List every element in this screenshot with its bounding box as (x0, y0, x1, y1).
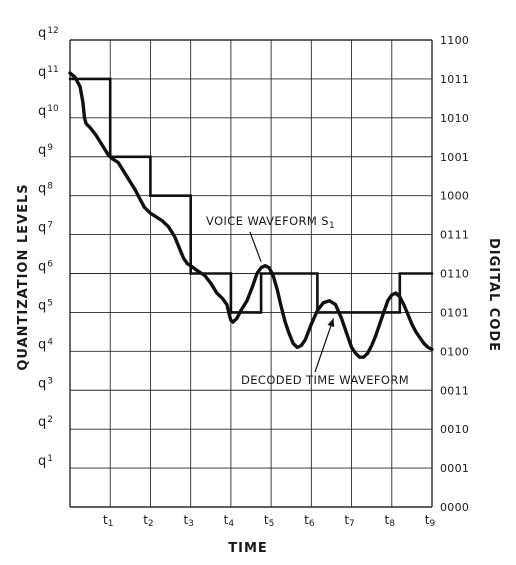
arrowhead-icon (327, 318, 335, 328)
quantization-level-label: q7 (38, 221, 53, 236)
decoded-waveform-annotation: DECODED TIME WAVEFORM (241, 373, 409, 387)
voice-waveform-pointer (249, 231, 262, 262)
digital-code-label: 0100 (440, 345, 469, 358)
x-axis-label: TIME (228, 541, 268, 556)
digital-code-label: 1010 (440, 112, 469, 125)
chart-annotations: VOICE WAVEFORM S1 DECODED TIME WAVEFORM (206, 214, 409, 387)
x-tick-label: t2 (143, 513, 153, 529)
quantization-level-label: q6 (38, 260, 53, 275)
x-tick-label: t3 (183, 513, 193, 529)
y-axis-label-left: QUANTIZATION LEVELS (16, 183, 31, 370)
x-tick-label: t7 (344, 513, 354, 529)
digital-code-label: 1100 (440, 34, 469, 47)
time-tick-labels: t1 t2 t3 t4 t5 t6 t7 t8 t9 (103, 513, 435, 529)
quantization-level-label: q9 (38, 143, 53, 158)
digital-code-label: 0101 (440, 306, 469, 319)
quantization-level-label: q11 (38, 65, 59, 80)
digital-code-labels: 0000 0001 0010 0011 0100 0101 0110 0111 1000 1001… (440, 34, 469, 514)
quantization-level-label: q4 (38, 337, 53, 352)
quantization-level-label: q3 (38, 376, 53, 391)
digital-code-label: 0111 (440, 229, 469, 242)
digital-code-label: 0010 (440, 423, 469, 436)
x-tick-label: t6 (304, 513, 315, 529)
quantization-level-label: q1 (38, 454, 53, 469)
digital-code-label: 1011 (440, 73, 469, 86)
digital-code-label: 0011 (440, 384, 469, 397)
x-tick-label: t5 (264, 513, 274, 529)
digital-code-label: 1000 (440, 190, 469, 203)
digital-code-label: 0000 (440, 501, 469, 514)
y-axis-label-right: DIGITAL CODE (486, 238, 501, 352)
x-tick-label: t8 (385, 513, 396, 529)
digital-code-label: 0110 (440, 268, 469, 281)
quantization-level-labels: q1 q2 q3 q4 q5 q6 q7 q8 q9 q10 q11 q12 (38, 26, 59, 469)
chart-series (68, 71, 434, 359)
digital-code-label: 1001 (440, 151, 469, 164)
voice-waveform-annotation: VOICE WAVEFORM S1 (206, 214, 335, 231)
digital-code-label: 0001 (440, 462, 469, 475)
chart-grid (69, 39, 433, 508)
decoded-waveform-line (68, 77, 434, 314)
x-tick-label: t9 (425, 513, 436, 529)
voice-waveform-line (68, 71, 434, 359)
x-tick-label: t4 (224, 513, 235, 529)
quantization-level-label: q10 (38, 104, 59, 119)
quantization-level-label: q12 (38, 26, 59, 41)
decoded-waveform-pointer (314, 318, 335, 373)
x-tick-label: t1 (103, 513, 113, 529)
quantization-level-label: q8 (38, 182, 53, 197)
quantization-level-label: q2 (38, 415, 53, 430)
quantization-level-label: q5 (38, 298, 53, 313)
